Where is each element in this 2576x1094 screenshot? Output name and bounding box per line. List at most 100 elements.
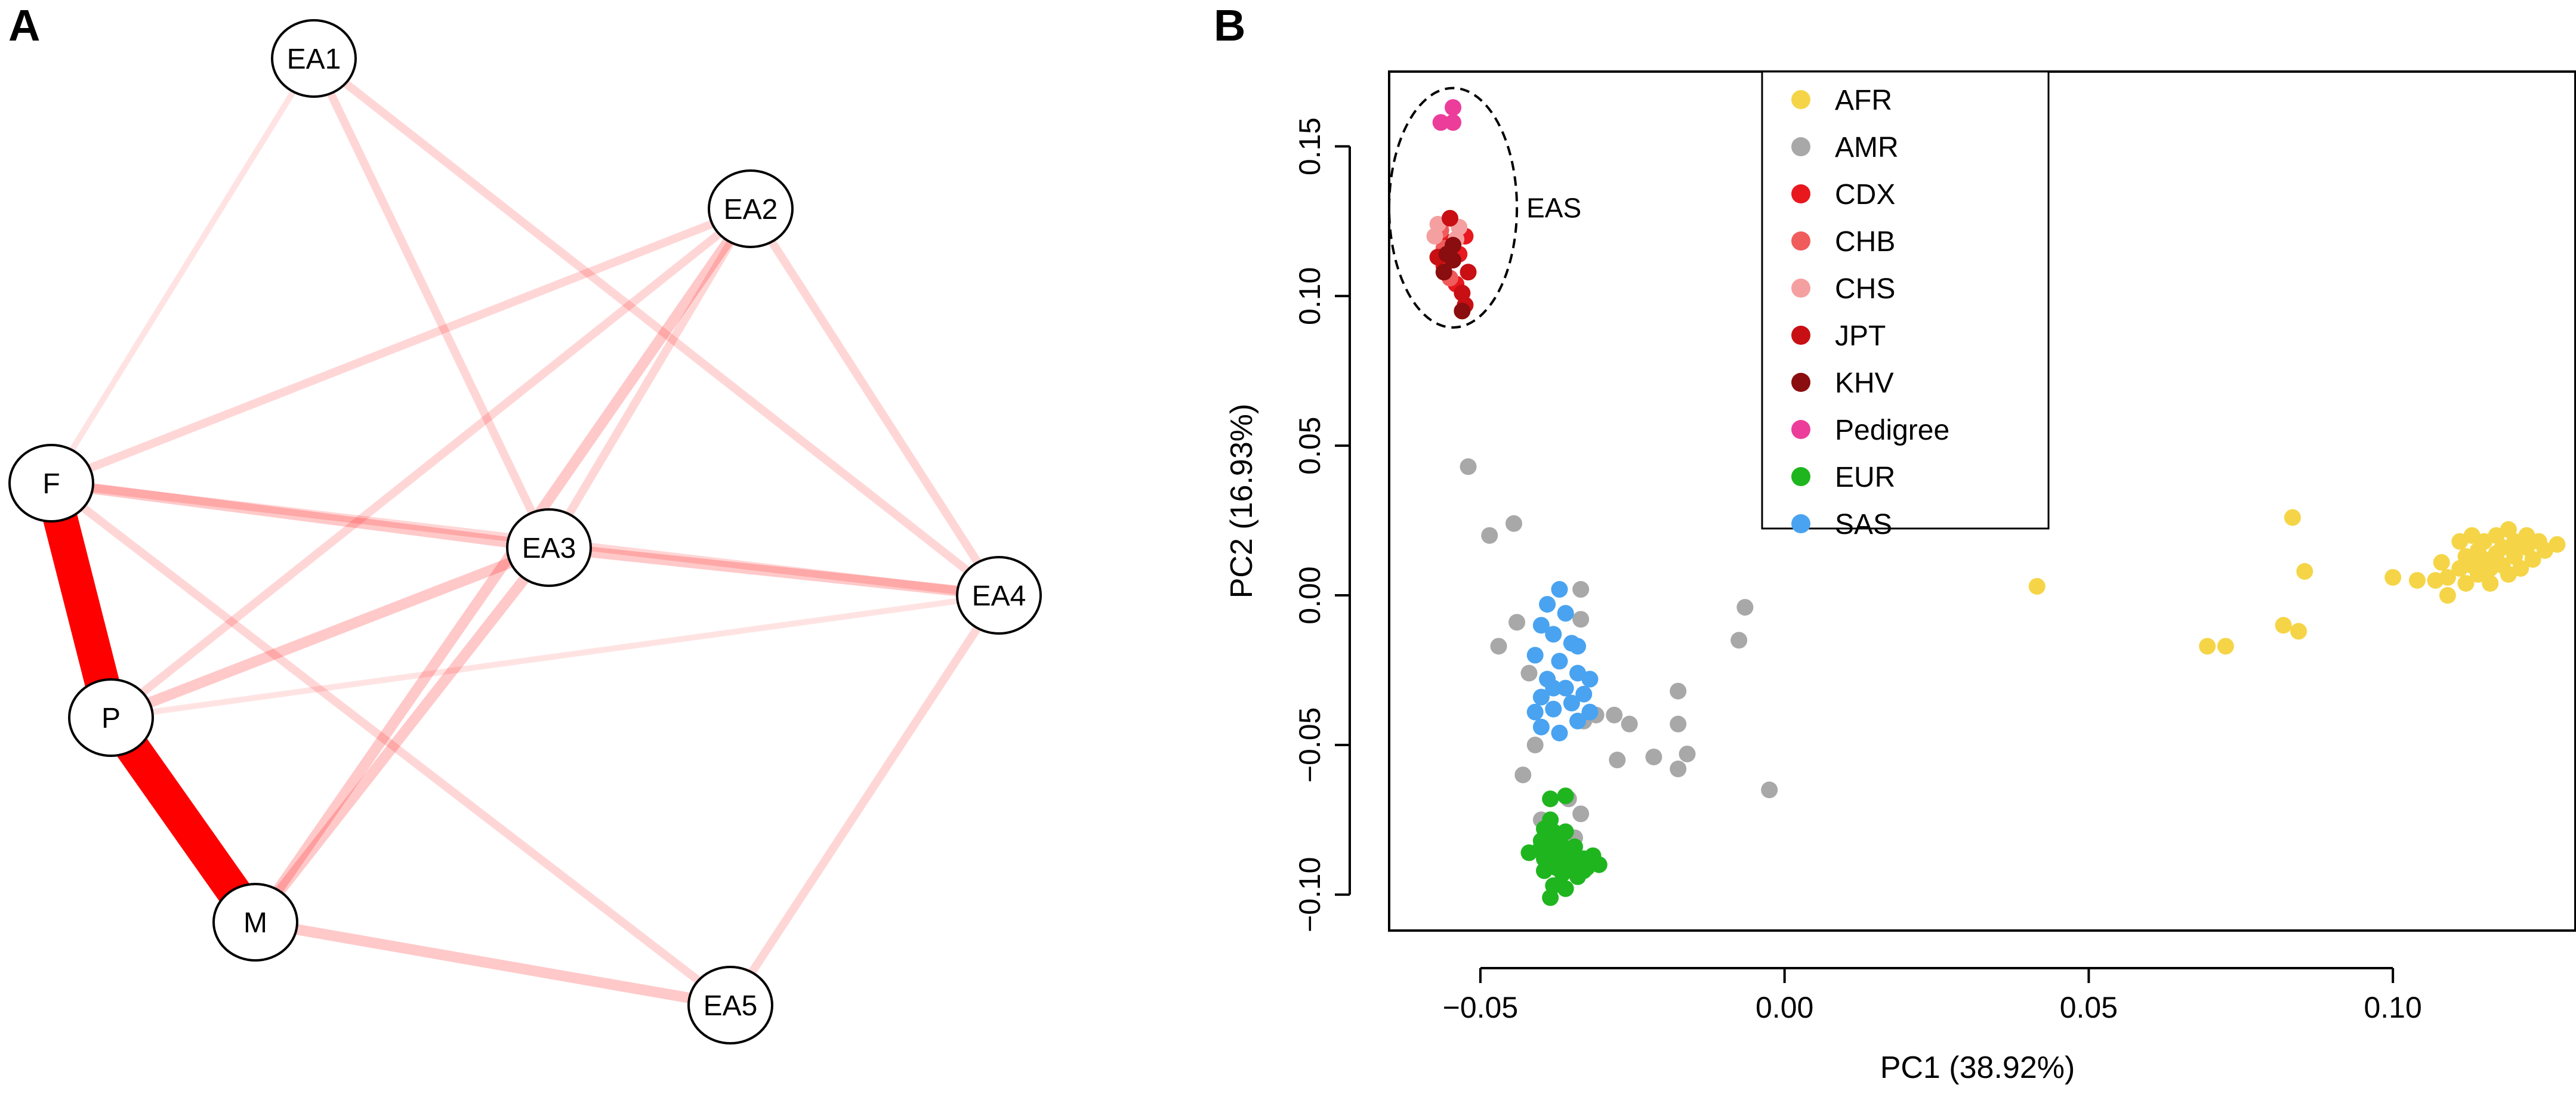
point-eur <box>1545 823 1562 840</box>
legend-item-amr: AMR <box>1791 132 1899 163</box>
edge-m-ea2 <box>251 205 755 926</box>
edge-m-ea3 <box>251 544 554 926</box>
node-label: F <box>42 468 60 500</box>
node-label: EA1 <box>287 44 341 75</box>
legend-label: EUR <box>1835 462 1895 493</box>
legend-item-chb: CHB <box>1791 226 1895 258</box>
point-afr <box>2524 551 2541 568</box>
point-pedigree <box>1432 114 1449 131</box>
y-tick-label: −0.10 <box>1293 857 1326 933</box>
legend-label: KHV <box>1835 367 1894 399</box>
node-label: EA4 <box>972 580 1026 612</box>
point-eur <box>1520 844 1538 861</box>
point-afr <box>2549 536 2566 553</box>
legend-swatch <box>1791 231 1810 251</box>
point-amr <box>1505 515 1522 532</box>
legend-item-sas: SAS <box>1791 509 1892 540</box>
point-amr <box>1514 767 1532 784</box>
node-ellipse <box>8 444 94 523</box>
edge-p-ea4 <box>110 592 999 721</box>
edge-ea1-ea4 <box>311 55 1002 599</box>
node-ea2: EA2 <box>708 169 794 248</box>
node-ea3: EA3 <box>506 508 592 587</box>
point-eur <box>1557 787 1574 805</box>
point-sas <box>1569 712 1587 730</box>
point-sas <box>1575 685 1593 703</box>
point-afr <box>2290 623 2307 640</box>
node-ea1: EA1 <box>271 19 357 98</box>
point-sas <box>1545 626 1562 643</box>
edge-f-p <box>34 478 128 722</box>
network-nodes: EA1 EA2 F EA3 EA4 P M EA5 <box>8 19 1042 1044</box>
node-ellipse <box>212 883 298 962</box>
edge-p-ea2 <box>108 205 754 721</box>
edge-f-ea2 <box>50 205 752 487</box>
edge-f-ea3 <box>50 478 550 553</box>
x-axis: −0.05 0.00 0.05 0.10 <box>1443 967 2422 1024</box>
point-amr <box>1520 665 1538 682</box>
point-jpt <box>1441 209 1458 227</box>
edge-f-ea5 <box>48 480 733 1009</box>
point-pedigree <box>1445 99 1462 116</box>
edge-ea4-ea5 <box>727 593 1002 1008</box>
point-pedigree <box>1445 114 1462 131</box>
point-amr <box>1679 745 1696 762</box>
y-tick-label: −0.05 <box>1293 707 1326 783</box>
panel-a-label: A <box>8 1 40 50</box>
node-ellipse <box>506 508 592 587</box>
node-ea4: EA4 <box>956 556 1042 635</box>
series-afr <box>2028 509 2566 655</box>
point-amr <box>1460 458 1477 475</box>
y-tick-label: 0.00 <box>1293 566 1326 624</box>
x-tick-label: 0.05 <box>2060 991 2118 1024</box>
point-afr <box>2482 574 2499 592</box>
legend-label: Pedigree <box>1835 415 1949 446</box>
node-label: M <box>243 907 267 939</box>
point-khv <box>1445 252 1462 269</box>
point-eur <box>1575 862 1593 879</box>
edge-ea1-ea3 <box>310 56 553 550</box>
point-eur <box>1554 838 1571 855</box>
edge-m-ea5 <box>254 917 732 1010</box>
point-amr <box>1736 599 1754 616</box>
legend-label: CHB <box>1835 226 1895 258</box>
legend-label: AMR <box>1835 132 1899 163</box>
point-afr <box>2439 568 2456 586</box>
legend-item-cdx: CDX <box>1791 179 1895 211</box>
point-khv <box>1454 302 1471 320</box>
legend-item-afr: AFR <box>1791 85 1892 116</box>
legend-swatch <box>1791 420 1810 439</box>
node-label: EA5 <box>704 990 758 1022</box>
point-afr <box>2296 563 2313 580</box>
point-amr <box>1670 761 1687 778</box>
point-afr <box>2284 509 2301 526</box>
pca-scatter-panel: B −0.05 0.00 0.05 0.10 −0.10 −0.05 0.00 0.05 0.… <box>1214 1 2576 1085</box>
point-amr <box>1609 752 1626 769</box>
node-ellipse <box>956 556 1042 635</box>
eas-annotation: EAS <box>1388 86 1581 329</box>
x-tick-label: 0.10 <box>2364 991 2421 1024</box>
legend: AFR AMR CDX CHB CHS JPT KHV Pedigree EUR SAS <box>1761 70 2050 540</box>
legend-swatch <box>1791 514 1810 533</box>
legend-item-pedigree: Pedigree <box>1791 415 1949 446</box>
point-amr <box>1645 748 1662 765</box>
y-tick-label: 0.10 <box>1293 267 1326 325</box>
point-eur <box>1542 790 1559 808</box>
point-amr <box>1606 706 1623 724</box>
point-afr <box>2028 577 2046 595</box>
point-sas <box>1532 688 1550 706</box>
point-sas <box>1557 605 1574 622</box>
node-label: EA2 <box>724 194 778 225</box>
node-ellipse <box>271 19 357 98</box>
edge-f-ea1 <box>48 57 317 485</box>
network-panel: A EA1 EA2 F EA3 EA4 P M EA5 <box>8 1 1042 1044</box>
x-tick-label: −0.05 <box>1443 991 1519 1024</box>
point-sas <box>1545 700 1562 718</box>
legend-swatch <box>1791 90 1810 109</box>
legend-swatch <box>1791 467 1810 486</box>
series-amr <box>1460 458 1778 846</box>
point-sas <box>1581 703 1599 721</box>
edge-ea3-ea4 <box>548 542 999 601</box>
legend-item-jpt: JPT <box>1791 320 1886 352</box>
